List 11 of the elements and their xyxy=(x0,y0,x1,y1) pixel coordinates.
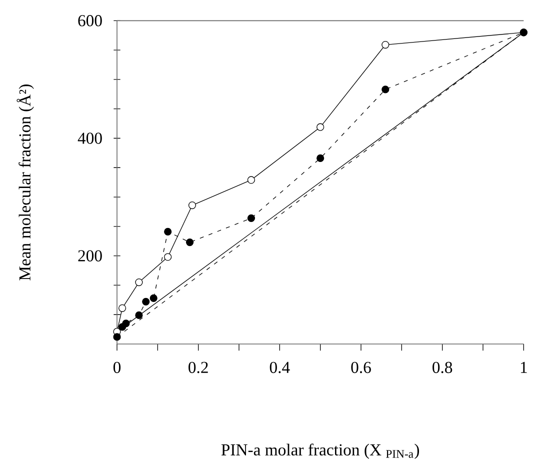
y-tick-label: 600 xyxy=(78,14,102,26)
y-tick-label: 200 xyxy=(78,250,102,262)
x-tick-label: 1 xyxy=(520,362,527,373)
y-axis-title: Mean molecular fraction (Å²) xyxy=(16,84,34,280)
x-axis-title: PIN-a molar fraction (X $_{PIN-a}$) xyxy=(221,443,420,459)
x-tick-label: 0.4 xyxy=(270,362,290,373)
x-tick-label: 0.2 xyxy=(188,362,208,373)
x-tick-label: 0.6 xyxy=(351,362,371,373)
x-tick-label: 0.8 xyxy=(432,362,452,373)
y-tick-label: 400 xyxy=(78,132,102,144)
x-tick-label: 0 xyxy=(113,362,121,373)
